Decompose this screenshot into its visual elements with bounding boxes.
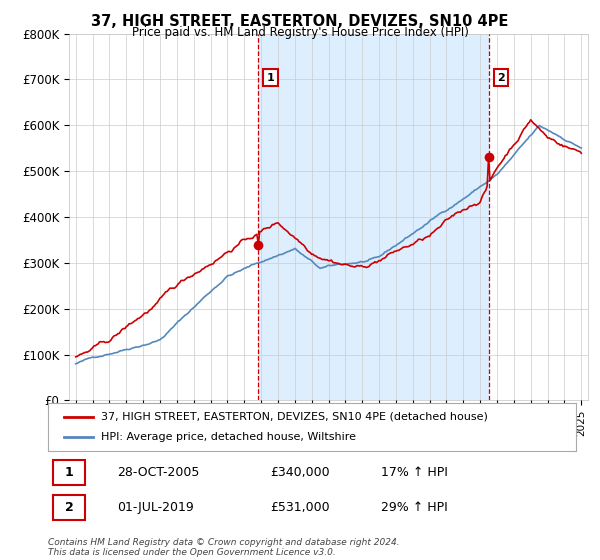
Text: 17% ↑ HPI: 17% ↑ HPI bbox=[380, 466, 448, 479]
Text: HPI: Average price, detached house, Wiltshire: HPI: Average price, detached house, Wilt… bbox=[101, 432, 356, 442]
Text: 37, HIGH STREET, EASTERTON, DEVIZES, SN10 4PE: 37, HIGH STREET, EASTERTON, DEVIZES, SN1… bbox=[91, 14, 509, 29]
Bar bbox=[258, 34, 488, 400]
FancyBboxPatch shape bbox=[53, 460, 85, 485]
Text: 2: 2 bbox=[65, 501, 73, 514]
Text: £340,000: £340,000 bbox=[270, 466, 329, 479]
Text: Price paid vs. HM Land Registry's House Price Index (HPI): Price paid vs. HM Land Registry's House … bbox=[131, 26, 469, 39]
Text: £531,000: £531,000 bbox=[270, 501, 329, 514]
Text: 29% ↑ HPI: 29% ↑ HPI bbox=[380, 501, 448, 514]
FancyBboxPatch shape bbox=[53, 495, 85, 520]
Text: 2: 2 bbox=[497, 73, 505, 83]
Text: 28-OCT-2005: 28-OCT-2005 bbox=[116, 466, 199, 479]
Text: 1: 1 bbox=[65, 466, 73, 479]
Text: 1: 1 bbox=[266, 73, 274, 83]
Text: 37, HIGH STREET, EASTERTON, DEVIZES, SN10 4PE (detached house): 37, HIGH STREET, EASTERTON, DEVIZES, SN1… bbox=[101, 412, 488, 422]
Text: 01-JUL-2019: 01-JUL-2019 bbox=[116, 501, 193, 514]
Text: Contains HM Land Registry data © Crown copyright and database right 2024.
This d: Contains HM Land Registry data © Crown c… bbox=[48, 538, 400, 557]
